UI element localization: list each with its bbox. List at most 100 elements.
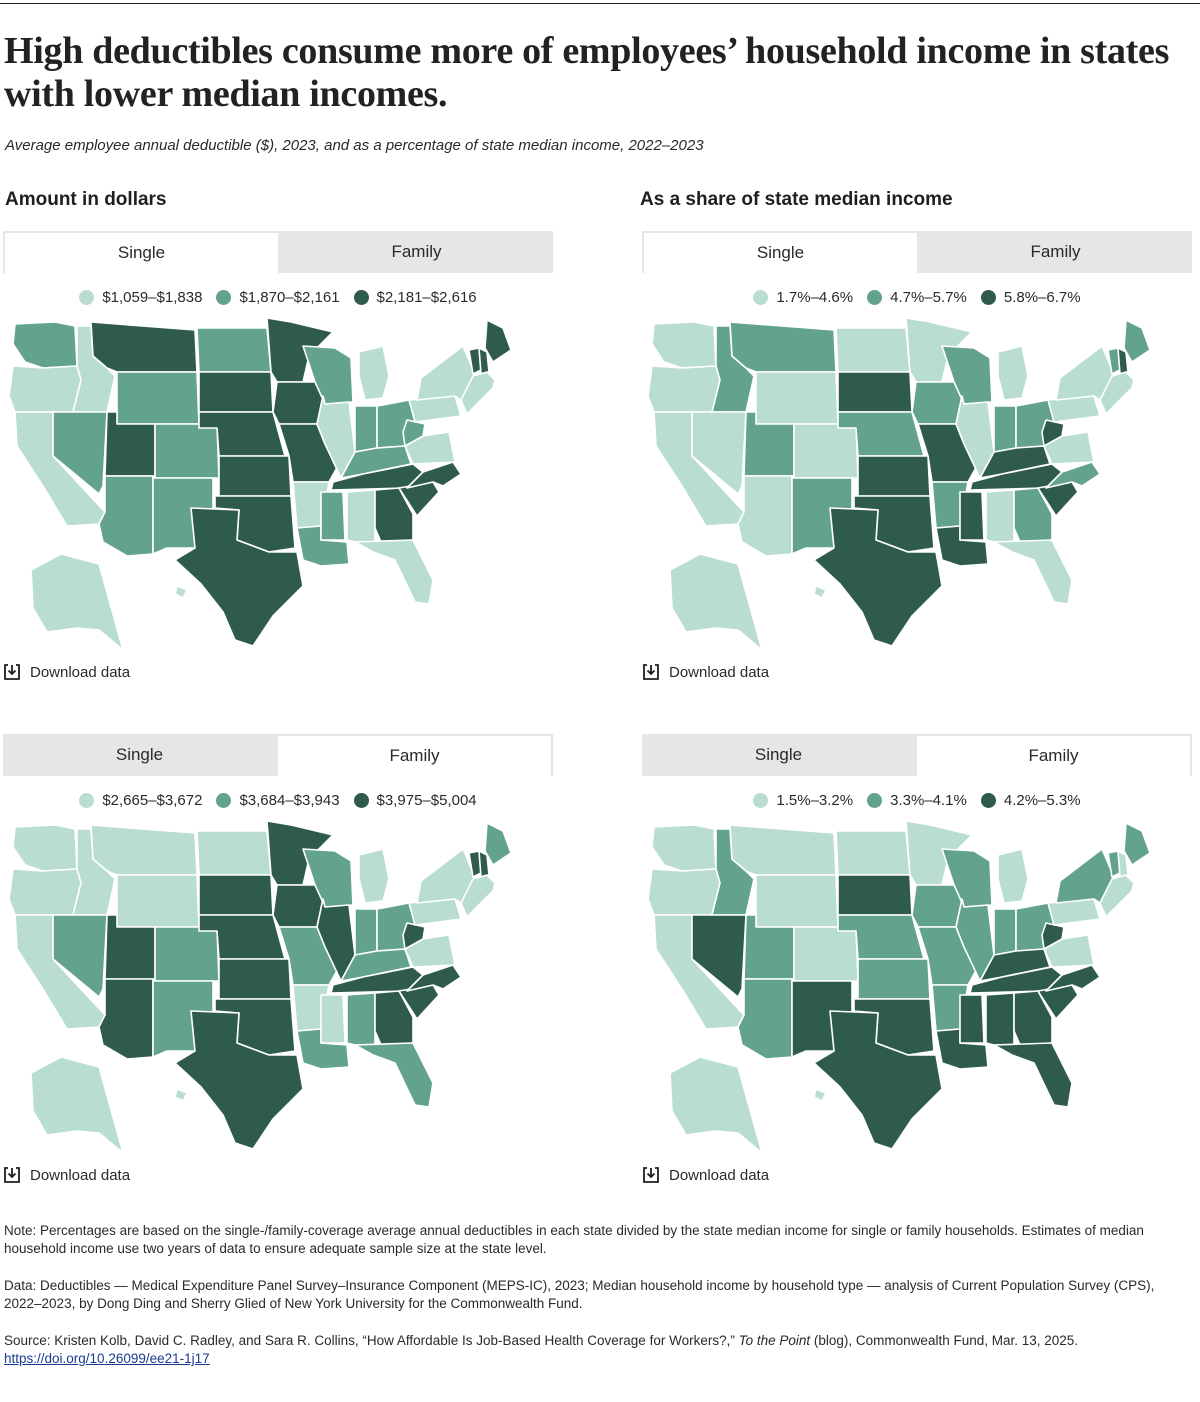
state-ia[interactable] — [272, 884, 324, 928]
state-fl[interactable] — [354, 539, 434, 605]
state-il[interactable] — [316, 898, 356, 982]
state-az[interactable] — [737, 475, 793, 557]
state-wy[interactable] — [116, 371, 200, 425]
state-az[interactable] — [737, 978, 793, 1060]
tab-family[interactable]: Family — [1030, 242, 1081, 261]
state-nh[interactable] — [478, 347, 490, 375]
state-mi[interactable] — [358, 848, 390, 904]
tab-single[interactable]: Single — [3, 231, 280, 273]
state-ks[interactable] — [857, 958, 931, 1000]
state-ms[interactable] — [959, 491, 985, 541]
state-hi[interactable] — [174, 1088, 188, 1102]
state-ne6[interactable] — [1099, 371, 1135, 415]
state-tx[interactable] — [813, 507, 943, 647]
state-mt[interactable] — [90, 824, 198, 876]
state-nh[interactable] — [1117, 850, 1129, 878]
state-nd[interactable] — [835, 327, 911, 373]
state-fl[interactable] — [993, 539, 1073, 605]
state-co[interactable] — [793, 926, 859, 982]
state-al[interactable] — [985, 992, 1015, 1046]
state-me[interactable] — [484, 822, 512, 866]
state-mn[interactable] — [905, 317, 973, 383]
state-hi[interactable] — [813, 1088, 827, 1102]
state-nd[interactable] — [196, 830, 272, 876]
tab-single[interactable]: Single — [754, 745, 803, 764]
state-me[interactable] — [484, 319, 512, 363]
state-wi[interactable] — [941, 345, 993, 405]
doi-link[interactable]: https://doi.org/10.26099/ee21-1j17 — [4, 1351, 210, 1366]
state-wa[interactable] — [12, 824, 78, 872]
state-nv[interactable] — [52, 411, 108, 495]
state-sd[interactable] — [837, 371, 913, 413]
tab-single[interactable]: Single — [115, 745, 164, 764]
state-in[interactable] — [993, 405, 1017, 453]
state-wv[interactable] — [1041, 419, 1065, 447]
state-or[interactable] — [647, 868, 721, 916]
state-ms[interactable] — [959, 994, 985, 1044]
state-mn[interactable] — [266, 317, 334, 383]
state-az[interactable] — [98, 978, 154, 1060]
state-co[interactable] — [793, 423, 859, 479]
state-wi[interactable] — [302, 848, 354, 908]
state-nh[interactable] — [1117, 347, 1129, 375]
state-ks[interactable] — [857, 455, 931, 497]
state-al[interactable] — [346, 992, 376, 1046]
state-nd[interactable] — [835, 830, 911, 876]
state-nc[interactable] — [1045, 964, 1101, 992]
state-ak[interactable] — [30, 553, 124, 651]
state-sd[interactable] — [198, 371, 274, 413]
state-nh[interactable] — [478, 850, 490, 878]
state-wi[interactable] — [302, 345, 354, 405]
state-hi[interactable] — [813, 585, 827, 599]
state-fl[interactable] — [354, 1042, 434, 1108]
state-mn[interactable] — [905, 820, 973, 886]
state-in[interactable] — [354, 908, 378, 956]
state-mi[interactable] — [997, 345, 1029, 401]
state-mn[interactable] — [266, 820, 334, 886]
state-az[interactable] — [98, 475, 154, 557]
state-il[interactable] — [955, 898, 995, 982]
state-in[interactable] — [354, 405, 378, 453]
state-wv[interactable] — [402, 922, 426, 950]
state-or[interactable] — [647, 365, 721, 413]
state-mt[interactable] — [90, 321, 198, 373]
state-co[interactable] — [154, 926, 220, 982]
state-wa[interactable] — [651, 824, 717, 872]
state-ms[interactable] — [320, 994, 346, 1044]
state-fl[interactable] — [993, 1042, 1073, 1108]
state-ne6[interactable] — [460, 371, 496, 415]
state-me[interactable] — [1123, 822, 1151, 866]
download-data-button[interactable]: Download data — [642, 1166, 769, 1184]
state-mi[interactable] — [997, 848, 1029, 904]
state-ia[interactable] — [911, 884, 963, 928]
state-nv[interactable] — [691, 411, 747, 495]
state-tx[interactable] — [813, 1010, 943, 1150]
state-mt[interactable] — [729, 321, 837, 373]
state-al[interactable] — [985, 489, 1015, 543]
state-sd[interactable] — [198, 874, 274, 916]
state-ak[interactable] — [30, 1056, 124, 1154]
state-wi[interactable] — [941, 848, 993, 908]
tab-family[interactable]: Family — [915, 734, 1192, 776]
state-al[interactable] — [346, 489, 376, 543]
state-wy[interactable] — [755, 874, 839, 928]
state-il[interactable] — [955, 395, 995, 479]
state-nc[interactable] — [406, 461, 462, 489]
state-ne6[interactable] — [460, 874, 496, 918]
state-nc[interactable] — [1045, 461, 1101, 489]
state-me[interactable] — [1123, 319, 1151, 363]
state-ks[interactable] — [218, 455, 292, 497]
download-data-button[interactable]: Download data — [3, 663, 130, 681]
state-ks[interactable] — [218, 958, 292, 1000]
state-wv[interactable] — [1041, 922, 1065, 950]
state-nd[interactable] — [196, 327, 272, 373]
state-wa[interactable] — [12, 321, 78, 369]
state-wv[interactable] — [402, 419, 426, 447]
state-ak[interactable] — [669, 553, 763, 651]
state-il[interactable] — [316, 395, 356, 479]
state-ia[interactable] — [911, 381, 963, 425]
state-or[interactable] — [8, 868, 82, 916]
state-wa[interactable] — [651, 321, 717, 369]
state-in[interactable] — [993, 908, 1017, 956]
state-wy[interactable] — [755, 371, 839, 425]
